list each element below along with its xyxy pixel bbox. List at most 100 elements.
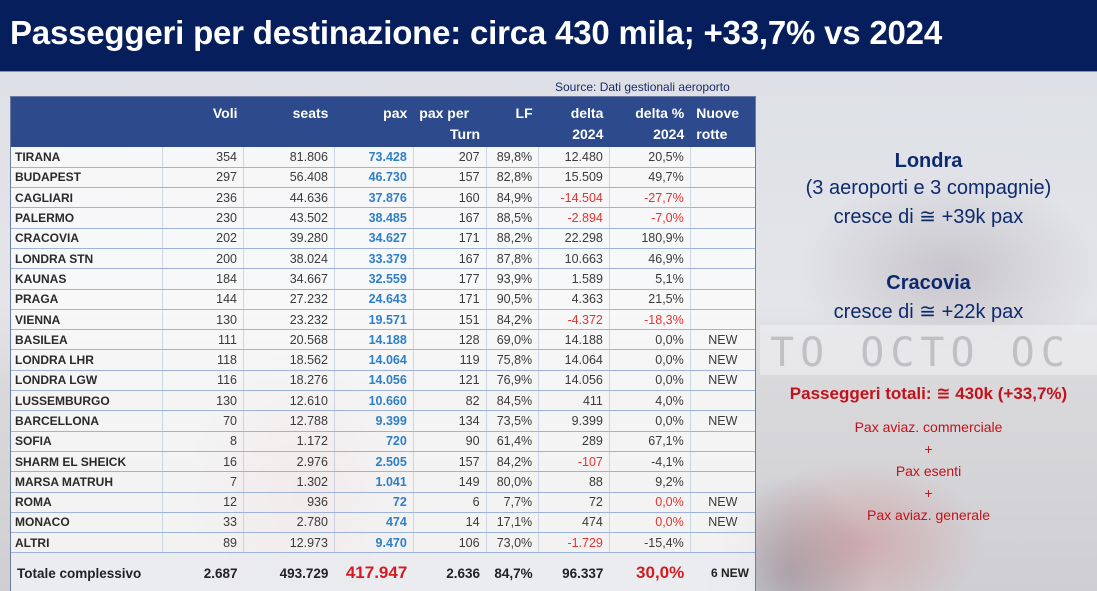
cell-voli: 116 <box>162 370 244 392</box>
cell-pax-per-turn: 82 <box>413 390 487 412</box>
cell-voli: 236 <box>162 187 244 209</box>
header2-rotte: rotte <box>696 125 728 142</box>
header2-lf <box>486 122 539 147</box>
cell-seats: 12.973 <box>243 532 335 554</box>
cell-delta-2024: 22.298 <box>538 228 610 249</box>
cell-lf: 90,5% <box>486 289 540 310</box>
total-row: Totale complessivo 2.687 493.729 417.947… <box>11 552 755 591</box>
note-totali-list: Pax aviaz. commerciale + Pax esenti + Pa… <box>760 416 1097 526</box>
cell-voli: 12 <box>162 492 244 513</box>
header-delta-2024: delta <box>570 104 604 121</box>
cell-pax-per-turn: 106 <box>413 532 487 554</box>
header-delta-pct-2024: delta % <box>635 104 685 121</box>
cell-destination: BASILEA <box>11 329 164 351</box>
cell-delta-2024: 12.480 <box>538 147 610 168</box>
cell-pax: 37.876 <box>334 187 414 209</box>
cell-nuove-rotte: NEW <box>690 370 755 392</box>
cell-lf: 80,0% <box>486 471 540 493</box>
table-row: SOFIA 8 1.172 720 90 61,4% 289 67,1% <box>11 431 755 452</box>
header-voli: Voli <box>212 104 238 121</box>
cell-delta-2024: 72 <box>538 492 610 513</box>
cell-delta-2024: -1.729 <box>538 532 610 554</box>
table-row: VIENNA 130 23.232 19.571 151 84,2% -4.372 -18,3… <box>11 309 755 331</box>
cell-seats: 12.788 <box>243 410 335 432</box>
header2-turn: Turn <box>450 125 481 142</box>
cell-nuove-rotte <box>690 289 755 310</box>
cell-pax: 474 <box>334 512 414 534</box>
cell-destination: PRAGA <box>11 289 164 310</box>
cell-delta-pct-2024: 0,0% <box>609 512 691 534</box>
cell-voli: 89 <box>162 532 244 554</box>
cell-seats: 18.276 <box>243 370 335 392</box>
cell-delta-pct-2024: 0,0% <box>609 492 691 513</box>
table-row: LONDRA LHR 118 18.562 14.064 119 75,8% 14.064 0… <box>11 349 755 371</box>
note-londra: Londra (3 aeroporti e 3 compagnie) cresc… <box>760 150 1097 229</box>
cell-pax-per-turn: 167 <box>413 248 487 270</box>
cell-lf: 84,2% <box>486 309 540 331</box>
source-note: Source: Dati gestionali aeroporto <box>555 80 730 94</box>
total-delta: 96.337 <box>538 552 610 591</box>
cell-nuove-rotte <box>690 187 755 209</box>
cell-nuove-rotte <box>690 248 755 270</box>
cell-delta-pct-2024: -18,3% <box>609 309 691 331</box>
note-totali-item: Pax aviaz. generale <box>867 507 990 523</box>
cell-lf: 88,2% <box>486 228 540 249</box>
cell-lf: 73,5% <box>486 410 540 432</box>
cell-nuove-rotte <box>690 268 755 290</box>
table-row: BUDAPEST 297 56.408 46.730 157 82,8% 15.509 49,… <box>11 167 755 189</box>
cell-seats: 43.502 <box>243 207 335 229</box>
cell-delta-2024: -4.372 <box>538 309 610 331</box>
cell-pax: 33.379 <box>334 248 414 270</box>
cell-voli: 16 <box>162 451 244 473</box>
table-row: TIRANA 354 81.806 73.428 207 89,8% 12.480 20,5% <box>11 147 755 168</box>
cell-nuove-rotte <box>690 431 755 452</box>
cell-lf: 89,8% <box>486 147 540 168</box>
cell-voli: 33 <box>162 512 244 534</box>
cell-pax: 24.643 <box>334 289 414 310</box>
cell-seats: 2.780 <box>243 512 335 534</box>
track-wall-band <box>760 325 1097 375</box>
cell-voli: 144 <box>162 289 244 310</box>
header-pax: pax <box>383 104 408 121</box>
total-lf: 84,7% <box>486 552 539 591</box>
table-row: MONACO 33 2.780 474 14 17,1% 474 0,0% NEW <box>11 512 755 534</box>
header-nuove-rotte: Nuove <box>696 104 740 121</box>
cell-delta-2024: 474 <box>538 512 610 534</box>
header-pax-per-turn: pax per <box>419 104 470 121</box>
cell-lf: 17,1% <box>486 512 540 534</box>
cell-lf: 88,5% <box>486 207 540 229</box>
cell-voli: 354 <box>162 147 244 168</box>
total-nuove: 6 NEW <box>690 552 755 591</box>
cell-delta-2024: 14.064 <box>538 349 610 371</box>
cell-voli: 202 <box>162 228 244 249</box>
cell-delta-pct-2024: 21,5% <box>609 289 691 310</box>
cell-seats: 27.232 <box>243 289 335 310</box>
cell-delta-2024: 411 <box>538 390 610 412</box>
cell-pax-per-turn: 134 <box>413 410 487 432</box>
cell-nuove-rotte <box>690 309 755 331</box>
cell-pax: 2.505 <box>334 451 414 473</box>
cell-delta-pct-2024: 49,7% <box>609 167 691 189</box>
cell-seats: 56.408 <box>243 167 335 189</box>
cell-delta-pct-2024: 4,0% <box>609 390 691 412</box>
note-cracovia-line1: cresce di ≅ +22k pax <box>833 301 1024 323</box>
cell-destination: LONDRA STN <box>11 248 164 270</box>
table-header-row-1: Voli seats pax pax per LF delta delta % … <box>11 97 755 122</box>
table-row: LONDRA LGW 116 18.276 14.056 121 76,9% 14.056 0… <box>11 370 755 392</box>
header2-voli <box>163 122 244 147</box>
cell-pax: 46.730 <box>334 167 414 189</box>
note-cracovia-title: Cracovia <box>886 272 971 294</box>
cell-delta-2024: 14.188 <box>538 329 610 351</box>
cell-pax: 38.485 <box>334 207 414 229</box>
total-delta-pct: 30,0% <box>609 552 691 591</box>
cell-pax: 1.041 <box>334 471 414 493</box>
cell-destination: KAUNAS <box>11 268 164 290</box>
cell-destination: CAGLIARI <box>11 187 164 209</box>
cell-delta-pct-2024: -27,7% <box>609 187 691 209</box>
cell-pax: 72 <box>334 492 414 513</box>
cell-nuove-rotte <box>690 451 755 473</box>
total-pax-turn: 2.636 <box>413 552 487 591</box>
cell-voli: 8 <box>162 431 244 452</box>
cell-destination: ROMA <box>11 492 164 513</box>
note-totali-title: Passeggeri totali: ≅ 430k (+33,7%) <box>789 384 1068 403</box>
